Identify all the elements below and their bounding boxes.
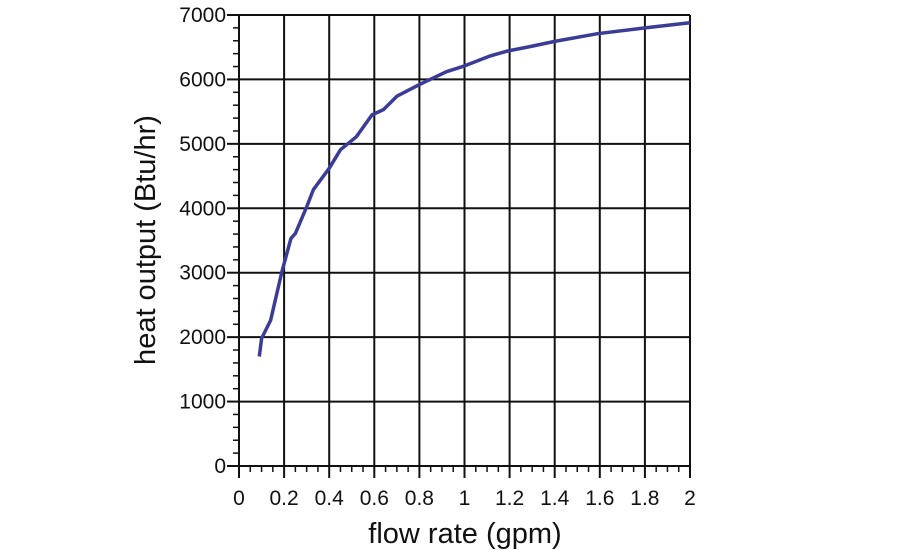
ticks — [227, 14, 691, 478]
x-tick-label: 0.4 — [315, 487, 345, 510]
x-tick-label: 0.6 — [360, 487, 389, 510]
x-tick-label: 1.2 — [495, 487, 524, 510]
series-line — [257, 20, 691, 357]
y-tick-label: 6000 — [179, 68, 226, 91]
x-tick-label: 0 — [233, 487, 245, 510]
y-tick-label: 3000 — [179, 262, 226, 285]
x-tick-label: 1.4 — [540, 487, 570, 510]
x-tick-label: 1.8 — [630, 487, 659, 510]
y-tick-label: 4000 — [179, 197, 226, 220]
tick-labels: 0 0.2 0.4 0.6 0.8 1 1.2 1.4 1.6 1.8 2 0 1000 2000 3000… — [179, 4, 696, 510]
x-axis-label: flow rate (gpm) — [368, 518, 561, 550]
x-tick-label: 0.8 — [405, 487, 434, 510]
y-tick-label: 5000 — [179, 133, 226, 156]
grid — [238, 14, 691, 467]
y-tick-label: 7000 — [179, 4, 226, 27]
x-tick-label: 2 — [684, 487, 696, 510]
y-tick-label: 1000 — [179, 391, 226, 414]
x-tick-label: 1 — [459, 487, 471, 510]
y-tick-label: 0 — [214, 455, 226, 478]
x-tick-label: 0.2 — [269, 487, 298, 510]
x-tick-label: 1.6 — [585, 487, 614, 510]
y-axis-label: heat output (Btu/hr) — [130, 115, 162, 365]
y-tick-label: 2000 — [179, 326, 226, 349]
